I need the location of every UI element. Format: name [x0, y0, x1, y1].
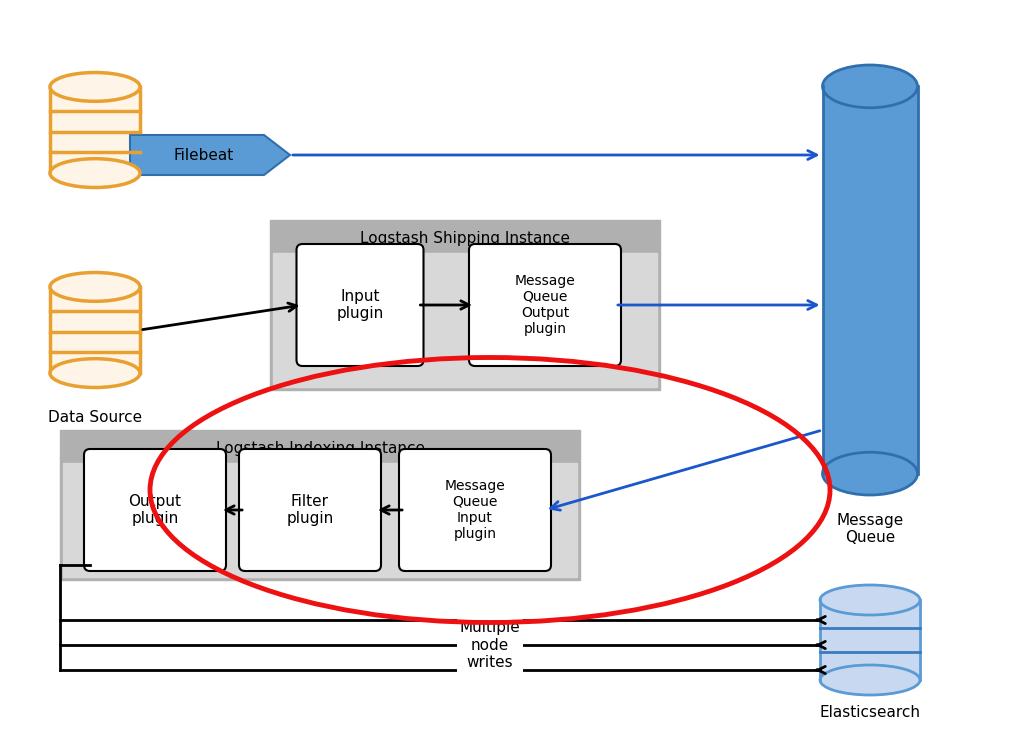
Text: Message
Queue
Output
plugin: Message Queue Output plugin: [515, 273, 575, 336]
Text: Logstash Indexing Instance: Logstash Indexing Instance: [215, 440, 425, 455]
Text: Multiple
node
writes: Multiple node writes: [460, 620, 520, 670]
Text: Message
Queue: Message Queue: [837, 513, 903, 545]
FancyBboxPatch shape: [239, 449, 381, 571]
Text: Input
plugin: Input plugin: [336, 289, 384, 321]
Text: Message
Queue
Input
plugin: Message Queue Input plugin: [444, 479, 506, 542]
Bar: [270, 220, 660, 390]
Ellipse shape: [50, 72, 140, 101]
FancyBboxPatch shape: [84, 449, 226, 571]
Ellipse shape: [820, 665, 920, 695]
Bar: [822, 86, 918, 474]
Ellipse shape: [822, 65, 918, 108]
Text: Elasticsearch: Elasticsearch: [819, 705, 921, 720]
Bar: [50, 87, 140, 173]
Text: Data Source: Data Source: [48, 410, 142, 425]
Bar: [820, 600, 920, 680]
Bar: [273, 253, 657, 387]
Text: Logstash Shipping Instance: Logstash Shipping Instance: [360, 230, 570, 246]
FancyBboxPatch shape: [399, 449, 551, 571]
Polygon shape: [130, 135, 290, 175]
Ellipse shape: [50, 273, 140, 301]
Bar: [63, 463, 577, 577]
Text: Output
plugin: Output plugin: [128, 494, 181, 526]
FancyBboxPatch shape: [469, 244, 621, 366]
Text: Filter
plugin: Filter plugin: [287, 494, 334, 526]
Bar: [50, 287, 140, 373]
Ellipse shape: [820, 585, 920, 615]
Ellipse shape: [50, 358, 140, 387]
FancyBboxPatch shape: [297, 244, 424, 366]
Bar: [60, 430, 580, 580]
Ellipse shape: [822, 452, 918, 495]
Text: Filebeat: Filebeat: [174, 148, 234, 162]
Ellipse shape: [50, 159, 140, 188]
